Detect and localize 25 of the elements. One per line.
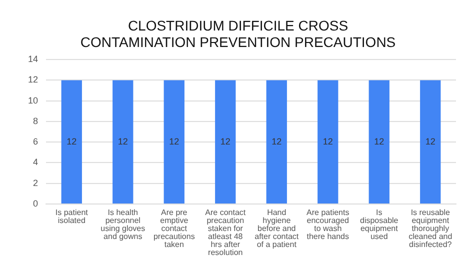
y-tick-label: 10 — [28, 95, 38, 106]
x-tick-label: Are pre emptive contact precautions taken — [153, 208, 195, 250]
x-tick-label: Is health personnel using gloves and gowns — [100, 208, 146, 242]
y-tick-label: 4 — [32, 157, 38, 168]
x-tick-label: Are contact precaution staken for atleast 48 hrs after resolution — [205, 208, 246, 258]
data-label: 12 — [374, 136, 384, 146]
x-tick-label: Is disposable equipment used — [360, 208, 399, 242]
y-tick-label: 6 — [32, 136, 38, 147]
y-tick-label: 0 — [32, 198, 38, 208]
data-label: 12 — [425, 136, 436, 146]
y-tick-label: 14 — [28, 54, 38, 64]
x-tick-label: Is reusable equipment thoroughly cleaned and disinfected? — [408, 208, 452, 250]
data-label: 12 — [272, 136, 282, 146]
x-tick-label: Hand hygiene before and after contact of a patient — [254, 208, 300, 250]
y-tick-label: 8 — [32, 116, 38, 126]
chart-title: CLOSTRIDIUM DIFFICILE CROSS CONTAMINATION PREVENTION PRECAUTIONS — [80, 17, 396, 50]
data-label: 12 — [66, 136, 77, 146]
x-tick-label: Is patient isolated — [55, 208, 89, 226]
data-label: 12 — [220, 136, 230, 146]
data-label: 12 — [322, 136, 333, 146]
y-tick-label: 2 — [32, 178, 38, 188]
data-label: 12 — [169, 136, 180, 146]
data-label: 12 — [118, 136, 128, 146]
y-tick-label: 12 — [28, 74, 38, 85]
x-tick-label: Are patients encouraged to wash there hands — [306, 208, 350, 242]
